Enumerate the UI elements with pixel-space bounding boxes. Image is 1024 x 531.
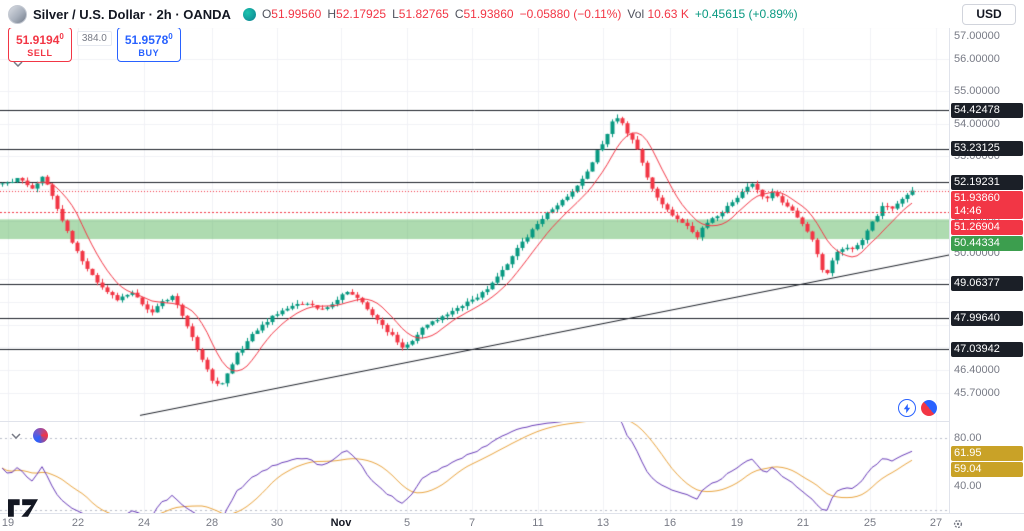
pane-separator[interactable] — [0, 421, 1024, 422]
time-axis-label: 19 — [730, 517, 744, 529]
time-axis-label: 22 — [71, 517, 85, 529]
time-axis-label: 16 — [663, 517, 677, 529]
broker-badge-icon[interactable] — [920, 399, 938, 417]
chevron-down-icon[interactable] — [8, 430, 24, 442]
rsi-grid-label: 40.00 — [954, 480, 982, 492]
chart-badges — [898, 399, 938, 417]
chevron-down-icon[interactable] — [10, 58, 26, 70]
symbol-title[interactable]: Silver / U.S. Dollar · 2h · OANDA — [33, 6, 231, 22]
time-axis-label: 21 — [796, 517, 810, 529]
time-axis-label: 19 — [1, 517, 15, 529]
rsi-indicator-icon[interactable] — [33, 428, 48, 443]
buy-label: BUY — [138, 48, 160, 58]
time-axis-label: 27 — [929, 517, 943, 529]
time-axis-label: 5 — [403, 517, 411, 529]
candle-countdown: 14:46 — [954, 205, 982, 217]
buy-price: 51.95780 — [124, 32, 173, 47]
close-value: C51.93860 — [454, 7, 514, 21]
sell-price: 51.91940 — [16, 32, 64, 47]
volume-value: Vol 10.63 K — [627, 7, 689, 21]
sell-button[interactable]: 51.91940 SELL — [8, 27, 72, 62]
ohlc-legend[interactable]: O51.99560 H52.17925 L51.82765 C51.93860 … — [262, 7, 798, 21]
gear-icon[interactable] — [952, 517, 964, 531]
sell-label: SELL — [27, 48, 53, 58]
price-grid-label: 57.00000 — [954, 30, 1000, 42]
tradingview-logo[interactable] — [8, 499, 38, 522]
session-change-value: +0.45615 (+0.89%) — [694, 7, 798, 21]
rsi-grid-label: 80.00 — [954, 432, 982, 444]
price-chart-canvas[interactable] — [0, 0, 949, 513]
broker-logo-icon — [242, 7, 256, 21]
price-grid-label: 54.00000 — [954, 118, 1000, 130]
price-level-label: 49.06377 — [951, 276, 1023, 291]
time-axis-label: 30 — [270, 517, 284, 529]
instrument-logo — [8, 4, 27, 24]
buy-button[interactable]: 51.95780 BUY — [116, 27, 181, 62]
price-level-label: 53.23125 — [951, 141, 1023, 156]
price-level-label: 47.03942 — [951, 342, 1023, 357]
time-axis-label: 25 — [863, 517, 877, 529]
time-axis-label: 11 — [532, 517, 544, 529]
rsi-ma-value-label: 59.04 — [951, 462, 1023, 477]
time-axis-label: 13 — [596, 517, 610, 529]
price-axis[interactable]: 57.00000 56.00000 55.00000 54.00000 53.00000… — [949, 0, 1024, 513]
time-axis[interactable]: 19 22 24 28 30 Nov 5 7 11 13 16 19 21 25 27 — [0, 513, 1024, 531]
price-grid-label: 45.70000 — [954, 387, 1000, 399]
change-value: −0.05880 (−0.11%) — [519, 7, 622, 21]
time-axis-label: 24 — [137, 517, 151, 529]
time-axis-label: Nov — [330, 517, 352, 529]
price-level-label: 54.42478 — [951, 103, 1023, 118]
alert-price-label: 51.26904 — [951, 220, 1023, 235]
currency-usd-button[interactable]: USD — [962, 3, 1016, 25]
price-level-label: 47.99640 — [951, 311, 1023, 326]
lightning-icon[interactable] — [898, 399, 916, 417]
time-axis-label: 28 — [205, 517, 219, 529]
open-value: O51.99560 — [261, 7, 322, 21]
price-grid-label: 55.00000 — [954, 85, 1000, 97]
rsi-pane-controls — [8, 428, 48, 443]
chart-header: Silver / U.S. Dollar · 2h · OANDA O51.99… — [0, 0, 1024, 28]
rsi-value-label: 61.95 — [951, 446, 1023, 461]
band-price-label: 50.44334 — [951, 236, 1023, 251]
price-level-label: 52.19231 — [951, 175, 1023, 190]
price-grid-label: 46.40000 — [954, 364, 1000, 376]
low-value: L51.82765 — [392, 7, 449, 21]
time-axis-label: 7 — [468, 517, 476, 529]
buy-sell-widget: 51.91940 SELL 384.0 51.95780 BUY — [8, 27, 181, 62]
price-grid-label: 56.00000 — [954, 53, 1000, 65]
high-value: H52.17925 — [327, 7, 387, 21]
spread-value: 384.0 — [76, 31, 112, 46]
current-price-label: 51.93860 14:46 — [951, 191, 1023, 219]
